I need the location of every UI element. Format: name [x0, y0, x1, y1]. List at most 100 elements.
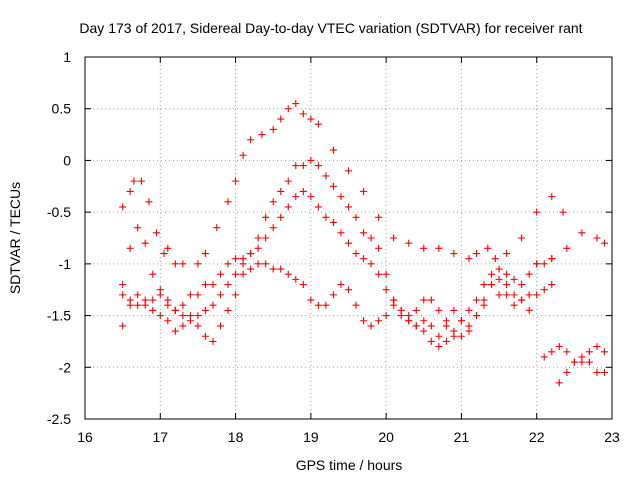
data-point: [314, 120, 322, 128]
data-point: [510, 275, 518, 283]
y-tick-label: -1: [59, 256, 72, 272]
data-point: [232, 291, 240, 299]
data-point: [232, 177, 240, 185]
data-point: [435, 244, 443, 252]
data-point: [345, 167, 352, 175]
data-point: [119, 291, 127, 299]
data-point: [533, 208, 541, 216]
data-points: [119, 100, 608, 387]
data-point: [503, 250, 511, 258]
data-point: [345, 286, 352, 294]
y-tick-label: -1.5: [47, 308, 71, 324]
data-point: [578, 353, 586, 361]
data-point: [262, 260, 270, 268]
data-point: [548, 255, 556, 263]
x-tick-label: 18: [228, 429, 244, 445]
data-point: [518, 234, 526, 242]
data-point: [525, 291, 533, 299]
data-point: [194, 322, 202, 330]
y-tick-labels: -2.5 -2 -1.5 -1 -0.5 0 0.5 1: [47, 49, 71, 427]
data-point: [329, 182, 337, 190]
data-point: [465, 306, 473, 314]
data-point: [412, 322, 420, 330]
data-point: [269, 224, 277, 232]
data-point: [247, 136, 255, 144]
data-point: [156, 286, 164, 294]
data-point: [194, 291, 202, 299]
data-point: [563, 244, 571, 252]
data-point: [480, 281, 488, 289]
x-axis-label: GPS time / hours: [296, 457, 403, 473]
data-point: [179, 322, 187, 330]
data-point: [540, 260, 548, 268]
data-point: [194, 312, 202, 320]
data-point: [555, 343, 563, 351]
data-point: [269, 125, 277, 133]
data-point: [510, 291, 518, 299]
plot-frame: [84, 56, 613, 420]
data-point: [548, 348, 556, 356]
data-point: [307, 193, 315, 201]
data-point: [375, 244, 383, 252]
data-point: [137, 177, 145, 185]
data-point: [284, 203, 292, 211]
x-tick-label: 20: [378, 429, 394, 445]
data-point: [495, 265, 503, 273]
data-point: [533, 260, 541, 268]
data-point: [555, 379, 563, 387]
data-point: [480, 296, 488, 304]
data-point: [367, 234, 375, 242]
data-point: [427, 296, 435, 304]
data-point: [209, 301, 217, 309]
data-point: [126, 187, 134, 195]
data-point: [213, 224, 221, 232]
data-point: [503, 291, 511, 299]
data-point: [412, 306, 420, 314]
data-point: [329, 291, 337, 299]
data-point: [224, 260, 232, 268]
data-point: [518, 296, 526, 304]
series-track-b: [119, 156, 608, 345]
data-point: [563, 368, 571, 376]
data-point: [593, 234, 601, 242]
data-point: [209, 337, 217, 345]
data-point: [360, 229, 368, 237]
data-point: [239, 151, 247, 159]
data-point: [559, 208, 567, 216]
data-point: [585, 348, 593, 356]
data-point: [262, 234, 270, 242]
data-point: [548, 281, 556, 289]
data-point: [525, 270, 533, 278]
data-point: [442, 337, 450, 345]
data-point: [299, 187, 307, 195]
x-tick-labels: 16 17 18 19 20 21 22 23: [77, 429, 620, 445]
data-point: [217, 270, 225, 278]
data-point: [201, 306, 209, 314]
data-point: [247, 265, 255, 273]
data-point: [593, 368, 601, 376]
data-point: [600, 239, 608, 247]
data-point: [160, 250, 168, 258]
data-point: [277, 115, 285, 123]
data-point: [510, 301, 518, 309]
data-point: [119, 203, 127, 211]
data-point: [224, 306, 232, 314]
data-point: [352, 213, 360, 221]
data-point: [201, 332, 209, 340]
y-tick-label: 0: [63, 152, 71, 168]
x-tick-label: 21: [454, 429, 470, 445]
data-point: [119, 281, 127, 289]
data-point: [156, 312, 164, 320]
data-point: [345, 239, 352, 247]
data-point: [307, 296, 315, 304]
data-point: [457, 317, 465, 325]
data-point: [164, 296, 172, 304]
data-point: [472, 250, 480, 258]
data-point: [201, 250, 209, 258]
data-point: [119, 322, 127, 330]
data-point: [292, 162, 300, 170]
data-point: [518, 281, 526, 289]
series-track-c: [119, 187, 556, 351]
data-point: [307, 156, 315, 164]
data-point: [420, 317, 428, 325]
